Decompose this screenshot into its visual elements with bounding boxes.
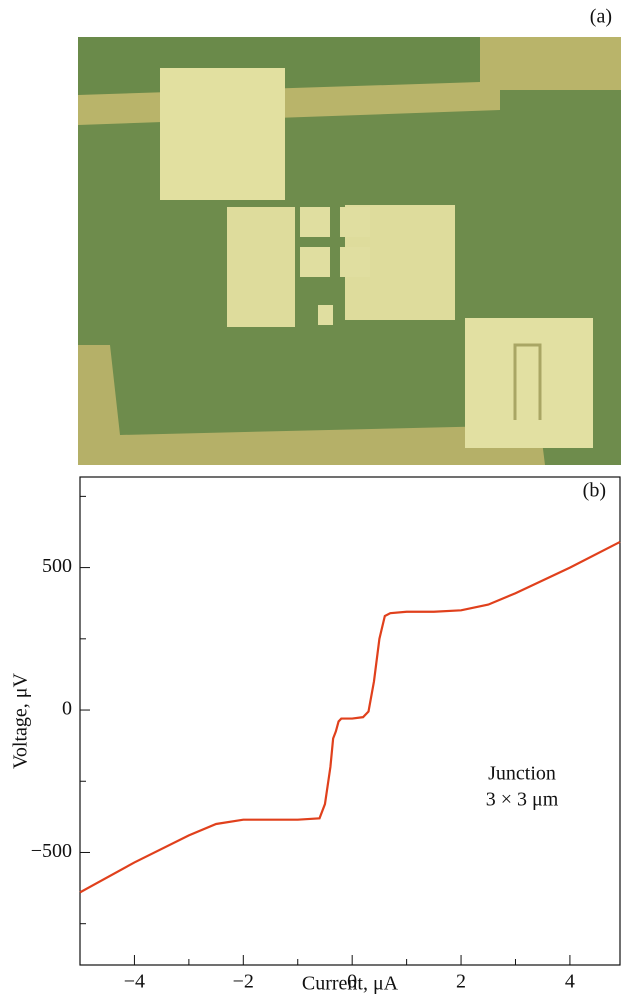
annotation: 3 × 3 μm	[486, 789, 559, 811]
iv-curve	[80, 542, 620, 892]
y-tick-label: −500	[31, 840, 72, 862]
x-tick-label: 2	[456, 971, 466, 993]
panel-label: (b)	[583, 480, 606, 502]
x-axis-label: Current, μA	[302, 973, 399, 995]
panel-label: (a)	[590, 6, 612, 28]
plot-frame	[80, 477, 620, 965]
x-tick-label: 4	[565, 971, 575, 993]
micrograph	[78, 37, 621, 465]
x-tick-label: −4	[124, 971, 145, 993]
x-tick-label: −2	[233, 971, 254, 993]
y-axis-label: Voltage, μV	[10, 672, 32, 768]
figure: (a) −4−2024−5000500Current, μAVoltage, μ…	[0, 0, 621, 996]
y-tick-label: 0	[62, 698, 72, 720]
y-tick-label: 500	[42, 555, 72, 577]
annotation: Junction	[488, 763, 556, 785]
